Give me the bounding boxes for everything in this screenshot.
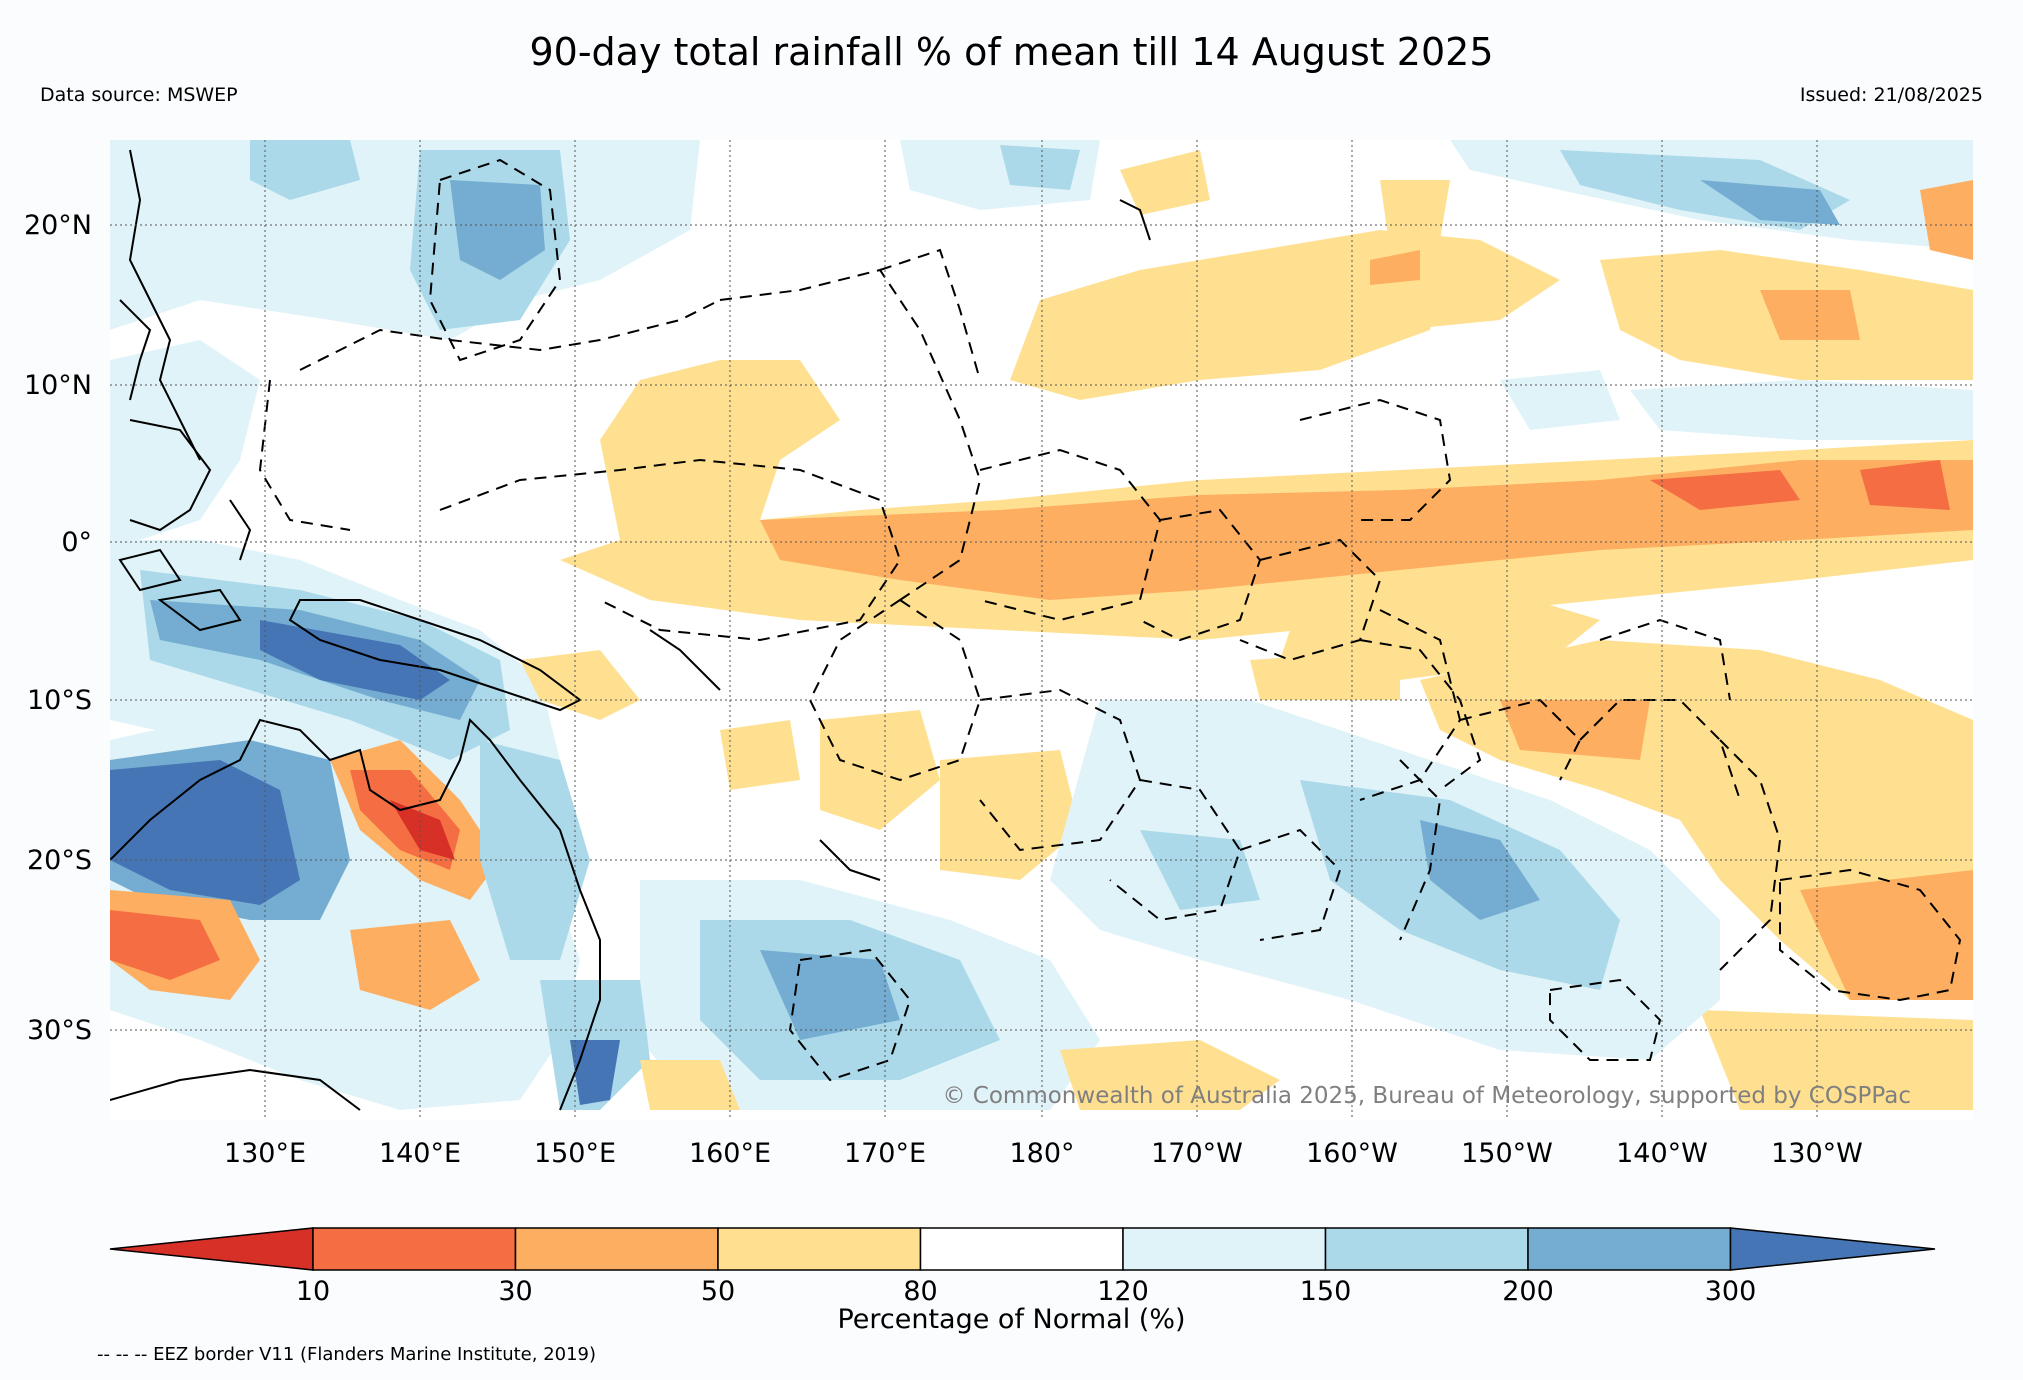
rain-anomaly-region (640, 1060, 740, 1110)
rain-anomaly-region (570, 1040, 620, 1105)
rain-anomaly-region (390, 800, 455, 860)
eez-borders (258, 158, 1962, 1082)
lon-label: 160°W (1306, 1138, 1398, 1169)
rain-anomaly-region (760, 950, 900, 1040)
colorbar-segment (312, 1227, 517, 1271)
colorbar-tick-label: 300 (1705, 1276, 1757, 1307)
colorbar-segment (514, 1227, 719, 1271)
lon-label: 170°W (1151, 1138, 1243, 1169)
lon-label: 170°E (844, 1138, 926, 1169)
colorbar-tick-label: 200 (1502, 1276, 1554, 1307)
rain-anomaly-region (1060, 1040, 1280, 1110)
rain-anomaly-region (350, 920, 480, 1010)
colorbar-segment (1122, 1227, 1327, 1271)
rain-anomaly-region (1420, 820, 1540, 920)
map-title: 90-day total rainfall % of mean till 14 … (529, 30, 1494, 74)
rain-anomaly-region (1370, 250, 1420, 285)
rain-anomaly-region (1860, 460, 1950, 510)
lat-label: 20°S (27, 845, 92, 876)
lat-label: 20°N (24, 210, 92, 241)
colorbar-extend-high (1729, 1227, 1936, 1271)
rain-anomaly-region (1700, 1010, 1973, 1110)
rain-anomaly-region (450, 180, 545, 280)
colorbar-tick-label: 10 (296, 1276, 330, 1307)
rain-anomaly-region (1800, 870, 1973, 1000)
rain-anomaly-region (110, 340, 260, 540)
lon-labels: 130°E 140°E 150°E 160°E 170°E 180° 170°W… (224, 1138, 1863, 1169)
lon-label: 150°E (534, 1138, 616, 1169)
rain-anomaly-region (110, 760, 300, 905)
rain-anomaly-region (110, 910, 220, 980)
rain-anomaly-region (1380, 180, 1450, 250)
colorbar-segment (717, 1227, 922, 1271)
eez-legend-note: -- -- -- EEZ border V11 (Flanders Marine… (97, 1344, 597, 1365)
rain-anomaly-region (720, 720, 800, 790)
lat-label: 30°S (27, 1015, 92, 1046)
colorbar-segment (1324, 1227, 1529, 1271)
lon-label: 150°W (1461, 1138, 1553, 1169)
gridlines (110, 140, 1973, 1120)
rain-anomaly-region (820, 710, 940, 830)
colorbar: 10 30 50 80 120 150 200 300 (109, 1227, 1936, 1307)
data-source-label: Data source: MSWEP (40, 84, 238, 106)
rainfall-map: © Commonwealth of Australia 2025, Bureau… (24, 140, 1973, 1169)
rain-anomaly-region (1140, 830, 1260, 910)
issued-date-label: Issued: 21/08/2025 (1799, 84, 1983, 106)
colorbar-extend-low (109, 1227, 314, 1271)
rain-anomaly-region (940, 520, 1120, 590)
rain-anomaly-region (1000, 145, 1080, 190)
rain-anomaly-region (1630, 380, 1973, 440)
rain-anomaly-region (1250, 650, 1400, 700)
lat-label: 10°N (24, 370, 92, 401)
colorbar-tick-label: 120 (1097, 1276, 1149, 1307)
colorbar-ticks: 10 30 50 80 120 150 200 300 (296, 1276, 1756, 1307)
lat-labels: 20°N 10°N 0° 10°S 20°S 30°S (24, 210, 92, 1046)
colorbar-segment (1527, 1227, 1732, 1271)
colorbar-tick-label: 80 (903, 1276, 937, 1307)
rain-anomaly-region (940, 750, 1080, 880)
lon-label: 140°E (379, 1138, 461, 1169)
rain-anomaly-region (1500, 700, 1650, 760)
colorbar-segments (109, 1227, 1936, 1271)
lon-label: 140°W (1616, 1138, 1708, 1169)
lon-label: 180° (1009, 1138, 1074, 1169)
colorbar-title: Percentage of Normal (%) (837, 1304, 1186, 1335)
copyright-notice: © Commonwealth of Australia 2025, Bureau… (942, 1083, 1911, 1109)
rain-anomaly-region (480, 740, 590, 960)
colorbar-tick-label: 30 (498, 1276, 532, 1307)
rain-anomaly-region (1760, 290, 1860, 340)
colorbar-tick-label: 150 (1300, 1276, 1352, 1307)
lon-label: 130°E (224, 1138, 306, 1169)
rain-anomaly-region (1920, 180, 1973, 260)
rain-anomaly-region (1700, 180, 1840, 225)
map-area (110, 140, 1973, 1120)
lon-label: 160°E (689, 1138, 771, 1169)
rain-anomaly-region (1650, 470, 1800, 510)
rain-anomaly-region (260, 620, 450, 700)
rain-anomaly-region (250, 140, 360, 200)
rain-anomaly-region (520, 650, 640, 720)
lat-label: 0° (61, 527, 92, 558)
rain-anomaly-region (1120, 150, 1210, 215)
colorbar-tick-label: 50 (701, 1276, 735, 1307)
lat-label: 10°S (27, 685, 92, 716)
lon-label: 130°W (1771, 1138, 1863, 1169)
colorbar-segment (919, 1227, 1124, 1271)
